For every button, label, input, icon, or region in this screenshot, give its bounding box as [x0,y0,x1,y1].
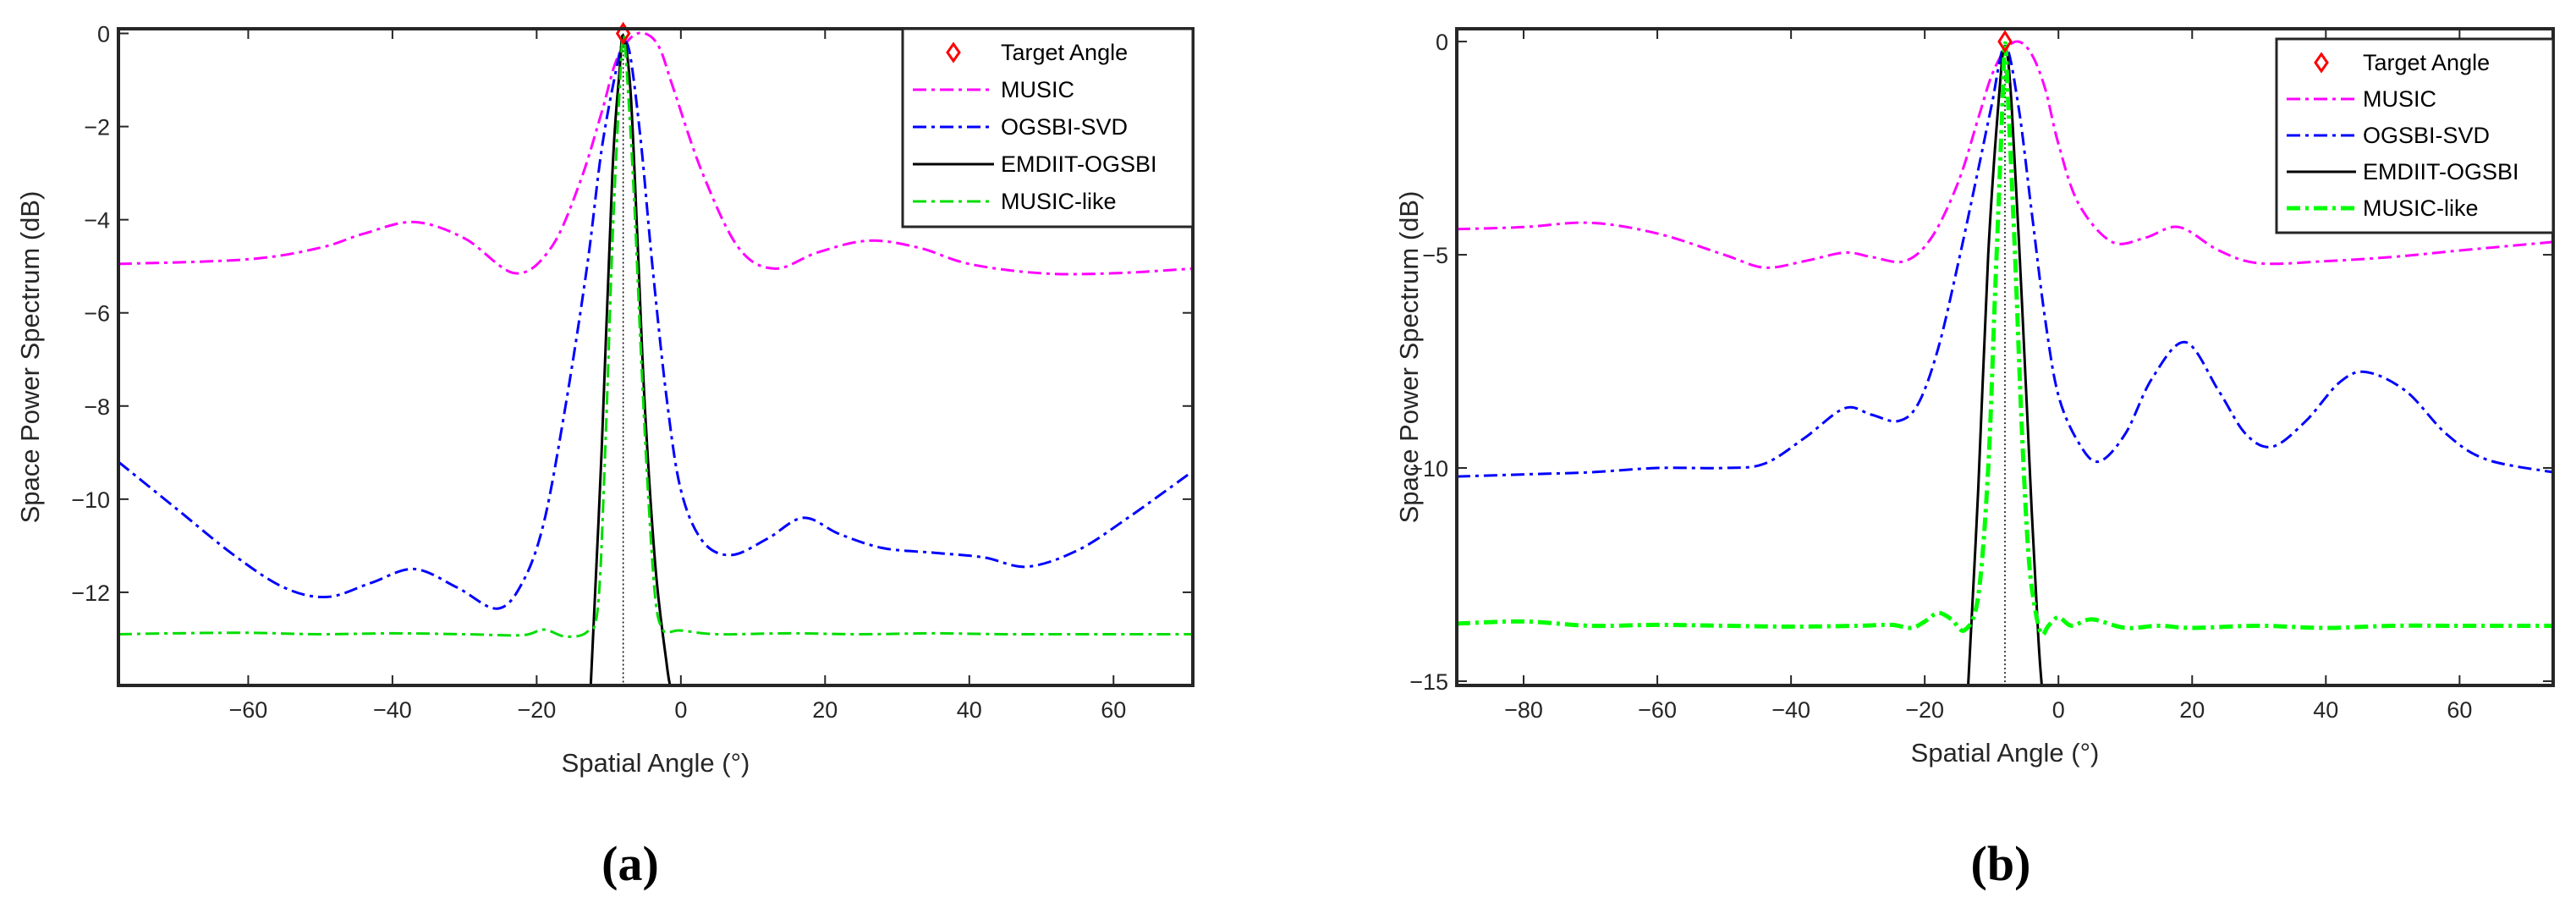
x-tick-label: −60 [229,697,268,723]
chart-panel-b: −80 −60 −40 −20 0 20 40 60 0 −5 −10 −15 Spatial Ang… [1394,27,2555,891]
y-tick-label: −8 [84,394,110,420]
y-tick-label: −10 [71,487,110,513]
y-tick-label: 0 [1436,30,1448,55]
axes-box [117,27,1195,687]
y-axis-label: Space Power Spectrum (dB) [1394,191,1424,524]
legend-label-target-angle: Target Angle [2363,50,2490,75]
axes-box [1455,27,2555,687]
y-tick-label: −5 [1422,243,1448,268]
legend-label-ogsbi-svd: OGSBI-SVD [2363,123,2490,148]
chart-panel-a: −60 −40 −20 0 20 40 60 0 −2 −4 −6 −8 −10 −12 Spatial … [15,22,1195,891]
legend: Target Angle MUSIC OGSBI-SVD EMDIIT-OGSBI MU… [2275,37,2555,234]
legend-label-music-like: MUSIC-like [2363,195,2479,221]
legend-swatch-target-angle [2314,52,2329,74]
legend-label-emdiit-ogsbi: EMDIIT-OGSBI [1001,151,1157,177]
legend-swatch-target-angle [946,41,961,63]
legend-label-music: MUSIC [1001,77,1074,102]
y-tick-label: −4 [84,208,110,234]
x-tick-label: −40 [1771,697,1810,723]
x-tick-label: −20 [1905,697,1944,723]
series-line-music [118,31,1193,276]
y-tick-label: −2 [84,115,110,140]
y-tick-label: −6 [84,301,110,327]
y-tick-label: −12 [71,581,110,606]
legend-label-music: MUSIC [2363,86,2436,112]
legend-label-ogsbi-svd: OGSBI-SVD [1001,114,1128,140]
legend: Target Angle MUSIC OGSBI-SVD EMDIIT-OGSBI MU… [901,27,1195,228]
x-tick-label: 20 [812,697,838,723]
x-tick-label: −60 [1638,697,1677,723]
x-tick-label: 20 [2179,697,2205,723]
x-tick-label: −40 [373,697,412,723]
y-tick-label: −15 [1409,669,1448,695]
x-tick-label: 60 [2447,697,2472,723]
legend-label-target-angle: Target Angle [1001,40,1128,65]
x-tick-label: 0 [2052,697,2065,723]
x-tick-label: −80 [1504,697,1543,723]
panel-label-a: (a) [601,836,659,891]
series-line-music-like [1457,41,2553,637]
x-tick-label: 0 [674,697,687,723]
series-line-emdiit-ogsbi [589,34,672,685]
x-tick-label: 40 [2313,697,2338,723]
y-tick-label: 0 [97,22,110,47]
x-tick-label: −20 [517,697,556,723]
target-angle-marker [1997,30,2013,53]
x-axis-label: Spatial Angle (°) [562,748,750,778]
panel-label-b: (b) [1971,836,2031,891]
y-axis-label: Space Power Spectrum (dB) [15,191,45,524]
series-line-ogsbi-svd [1457,44,2553,478]
legend-label-emdiit-ogsbi: EMDIIT-OGSBI [2363,159,2519,184]
y-tick-label: −10 [1409,456,1448,482]
x-tick-label: 60 [1101,697,1126,723]
x-axis-label: Spatial Angle (°) [1911,738,2100,768]
series-line-music-like [118,34,1193,638]
x-tick-label: 40 [957,697,982,723]
legend-label-music-like: MUSIC-like [1001,189,1117,214]
